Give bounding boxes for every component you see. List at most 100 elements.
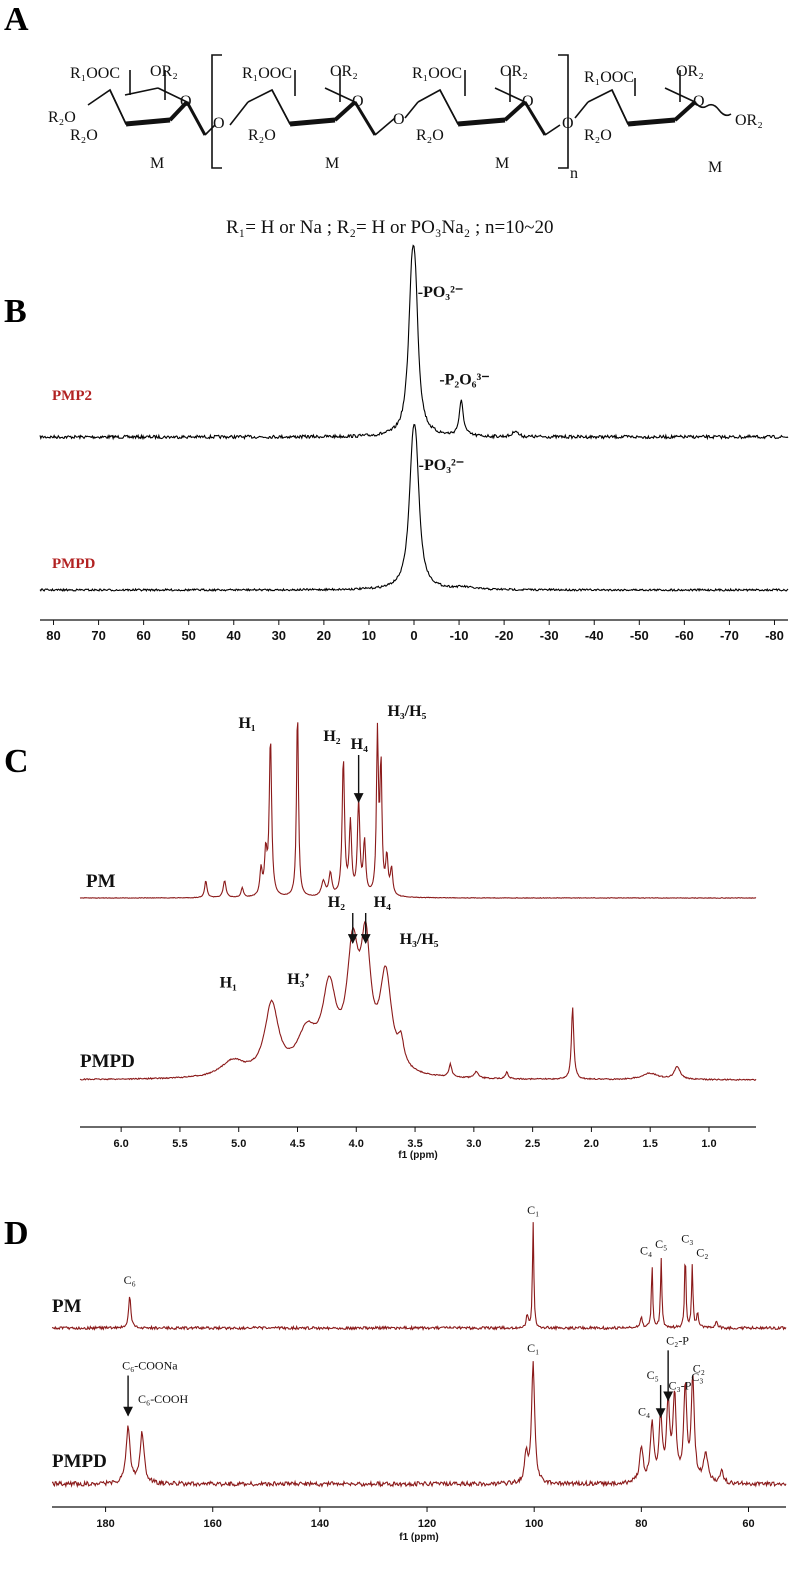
- x-tick-label: 160: [204, 1518, 222, 1530]
- sample-label: PM: [86, 871, 116, 892]
- peak-label: C₃: [681, 1232, 693, 1246]
- x-tick-label: -40: [585, 628, 604, 643]
- panel-label-d: D: [4, 1215, 29, 1252]
- linkage-oxygen: O: [393, 111, 405, 128]
- peak-label: C₁: [527, 1341, 539, 1355]
- or2-label: OR₂: [500, 63, 528, 80]
- x-tick-label: 4.5: [290, 1138, 305, 1150]
- r2o-label: R₂O: [248, 127, 276, 144]
- x-tick-label: -70: [720, 628, 739, 643]
- x-tick-label: 80: [46, 628, 60, 643]
- peak-label: H₃’: [287, 971, 310, 988]
- sugar-ring-3: [404, 70, 561, 136]
- x-tick-label: -30: [540, 628, 559, 643]
- sugar-ring-4: [574, 70, 732, 127]
- r1ooc-label: R₁OOC: [584, 69, 634, 86]
- x-tick-label: 180: [96, 1518, 114, 1530]
- spectrum-trace-pm: [79, 722, 757, 899]
- peak-label: -P₂O₆³⁻: [439, 371, 489, 388]
- sugar-ring-2: [229, 70, 396, 136]
- x-tick-label: 40: [227, 628, 241, 643]
- x-tick-label: 3.0: [466, 1138, 481, 1150]
- peak-label: H₄: [374, 894, 391, 911]
- spectrum-trace-pmp2: [39, 244, 789, 441]
- x-tick-label: -20: [495, 628, 514, 643]
- x-tick-label: 140: [311, 1518, 329, 1530]
- linkage-oxygen: O: [213, 115, 225, 132]
- structure-labels: R₁OOC OR₂ R₂O R₂O O M O R₁OOC OR₂ R₂O O …: [48, 63, 763, 182]
- spectrum-trace-pmpd: [51, 1361, 787, 1489]
- peak-label: H₁: [238, 715, 255, 732]
- x-tick-label: 0: [410, 628, 417, 643]
- peak-label: H₂: [323, 728, 340, 745]
- x-tick-label: 120: [418, 1518, 436, 1530]
- spectrum-trace-pmpd: [39, 423, 789, 593]
- sample-label: PMPD: [52, 1451, 107, 1472]
- x-tick-label: 30: [272, 628, 286, 643]
- peak-label: H₁: [220, 975, 237, 992]
- right-bracket: [558, 54, 569, 169]
- peak-label: C₆-COOH: [138, 1392, 189, 1406]
- repeat-count-n: n: [570, 165, 578, 182]
- peak-label: H₂: [328, 894, 345, 911]
- sample-label: PM: [52, 1296, 82, 1317]
- x-tick-label: 6.0: [113, 1138, 128, 1150]
- sample-label: PMPD: [80, 1051, 135, 1072]
- monomer-label: M: [708, 159, 722, 176]
- peak-label: C₅: [647, 1368, 659, 1382]
- sample-label: PMP2: [52, 388, 92, 404]
- r2o-label: R₂O: [70, 127, 98, 144]
- peak-label: -PO₃²⁻: [419, 457, 465, 474]
- ring-oxygen: O: [180, 93, 192, 110]
- x-axis-title: f1 (ppm): [399, 1532, 438, 1543]
- peak-label: C₁: [527, 1203, 539, 1217]
- x-tick-label: -50: [630, 628, 649, 643]
- or2-label: OR₂: [150, 63, 178, 80]
- peak-label: C₄: [640, 1243, 652, 1257]
- r2o-label: R₂O: [416, 127, 444, 144]
- or2-label: OR₂: [735, 112, 763, 129]
- x-tick-label: 20: [317, 628, 331, 643]
- x-tick-label: -80: [765, 628, 784, 643]
- peak-label: C₂: [696, 1245, 708, 1259]
- x-tick-label: 2.5: [525, 1138, 540, 1150]
- chemical-structure: [87, 54, 732, 169]
- spectrum-trace-pmpd: [79, 919, 757, 1081]
- r2o-label: R₂O: [584, 127, 612, 144]
- x-tick-label: 1.0: [701, 1138, 716, 1150]
- r1ooc-label: R₁OOC: [412, 65, 462, 82]
- monomer-label: M: [150, 155, 164, 172]
- spectrum-trace-pm: [51, 1222, 787, 1332]
- substituent-formula: R₁= H or Na ; R₂= H or PO₃Na₂ ; n=10~20: [226, 217, 554, 238]
- peak-label: C₂: [693, 1361, 705, 1375]
- or2-label: OR₂: [330, 63, 358, 80]
- x-tick-label: 60: [136, 628, 150, 643]
- x-tick-label: -60: [675, 628, 694, 643]
- peak-label: -PO₃²⁻: [418, 284, 464, 301]
- x-tick-label: 60: [742, 1518, 754, 1530]
- x-tick-label: 80: [635, 1518, 647, 1530]
- panel-b-31p-spectrum: 80 70 60 50 40 30 20 10 0 -10 -20 -30 -40 -50 -60 -70 -8…: [39, 244, 789, 643]
- monomer-label: M: [495, 155, 509, 172]
- panel-c-1h-spectrum: 6.0 5.5 5.0 4.5 4.0 3.5 3.0 2.5 2.0 1.5 1.0 f1 (ppm…: [79, 703, 757, 1161]
- x-tick-label: 3.5: [407, 1138, 422, 1150]
- panel-label-a: A: [4, 1, 29, 38]
- x-tick-label: 4.0: [349, 1138, 364, 1150]
- x-tick-label: -10: [450, 628, 469, 643]
- panel-label-c: C: [4, 743, 29, 780]
- monomer-label: M: [325, 155, 339, 172]
- r2o-label: R₂O: [48, 109, 76, 126]
- peak-label: C₂-P: [666, 1333, 689, 1347]
- ring-oxygen: O: [522, 93, 534, 110]
- peak-label: H₄: [351, 736, 368, 753]
- x-tick-label: 10: [362, 628, 376, 643]
- x-tick-label: 1.5: [643, 1138, 658, 1150]
- peak-label: C₃-P: [669, 1378, 692, 1392]
- ring-oxygen: O: [352, 93, 364, 110]
- peak-label: H₃/H₅: [400, 931, 439, 948]
- panel-label-b: B: [4, 293, 27, 330]
- sample-label: PMPD: [52, 556, 95, 572]
- x-tick-label: 5.0: [231, 1138, 246, 1150]
- r1ooc-label: R₁OOC: [242, 65, 292, 82]
